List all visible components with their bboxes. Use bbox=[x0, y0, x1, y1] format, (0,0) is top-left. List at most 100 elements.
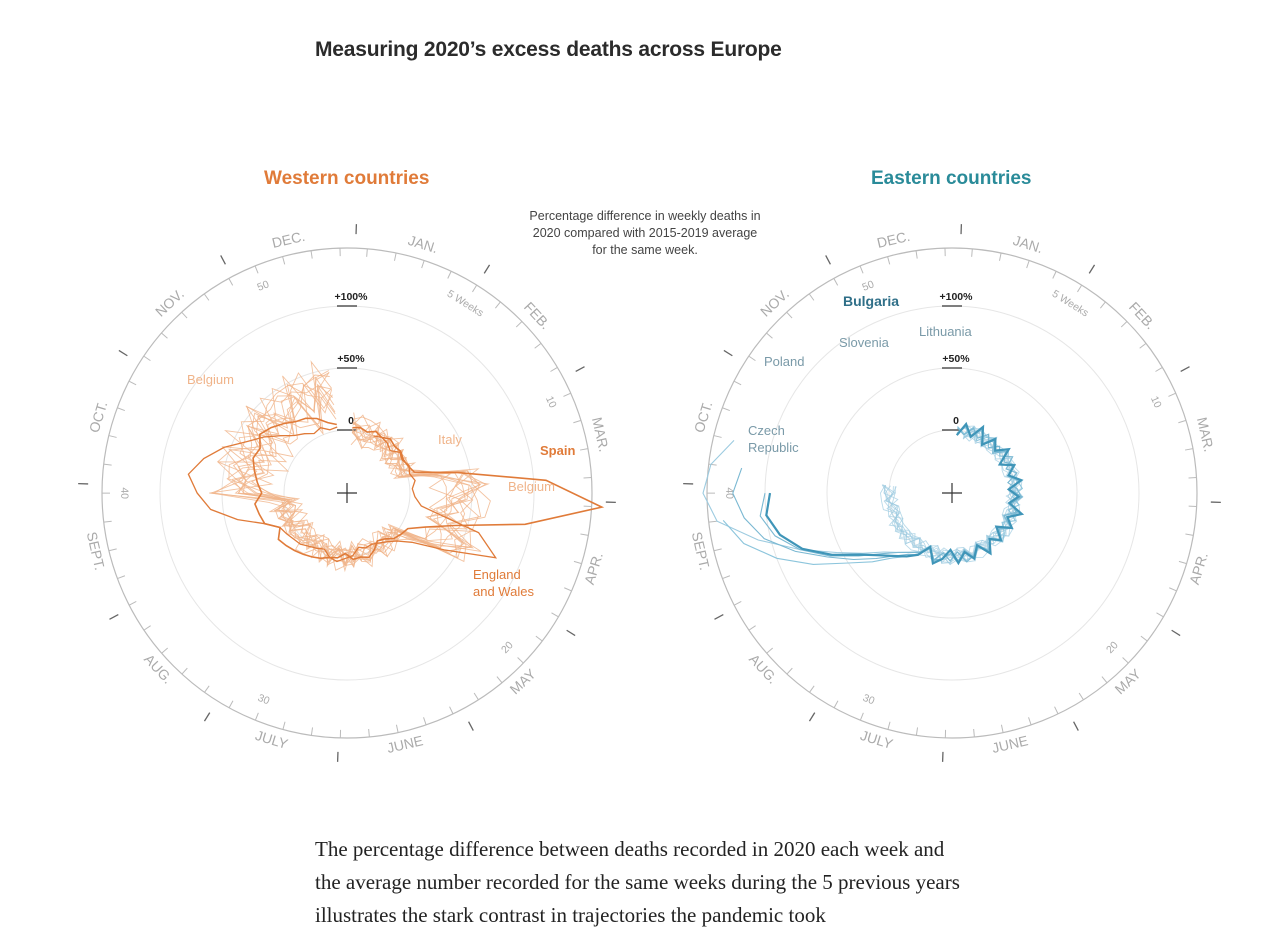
western-week-tick bbox=[228, 278, 234, 286]
page-title: Measuring 2020’s excess deaths across Eu… bbox=[315, 38, 782, 61]
western-month-label: JUNE bbox=[385, 732, 424, 756]
eastern-month-tick bbox=[1088, 264, 1096, 274]
western-week-tick bbox=[449, 706, 454, 715]
eastern-week-tick bbox=[1078, 692, 1084, 701]
western-week-label: 5 Weeks bbox=[445, 288, 486, 320]
eastern-month-label: JUNE bbox=[990, 732, 1029, 756]
eastern-month-tick bbox=[808, 712, 816, 722]
western-week-tick bbox=[496, 676, 503, 684]
eastern-week-tick bbox=[713, 548, 722, 552]
western-month-label: AUG. bbox=[141, 651, 176, 687]
western-week-tick bbox=[143, 625, 151, 631]
eastern-week-label: 30 bbox=[861, 692, 876, 708]
eastern-week-label: 20 bbox=[1104, 639, 1121, 656]
western-week-tick bbox=[423, 717, 427, 726]
western-month-tick bbox=[575, 366, 585, 372]
western-week-tick bbox=[447, 271, 452, 279]
eastern-month-label: MAR. bbox=[1194, 416, 1217, 454]
eastern-month-label: DEC. bbox=[875, 228, 911, 251]
western-panel: JAN. FEB. MAR. APR. MAY JUNE JULY AUG. SEPT. OCT.… bbox=[78, 224, 616, 762]
western-month-label: OCT. bbox=[86, 399, 111, 434]
eastern-week-tick bbox=[859, 265, 864, 274]
western-series-label: Spain bbox=[540, 443, 575, 458]
eastern-week-tick bbox=[766, 647, 774, 654]
western-week-tick bbox=[181, 311, 188, 319]
eastern-week-tick bbox=[1077, 284, 1083, 293]
eastern-series-label: Czech Republic bbox=[748, 423, 799, 455]
eastern-week-tick bbox=[708, 463, 717, 466]
western-week-tick bbox=[395, 724, 399, 733]
western-week-label: 50 bbox=[256, 278, 271, 294]
eastern-week-tick bbox=[1178, 419, 1187, 424]
western-week-tick bbox=[103, 463, 112, 466]
western-month-label: JULY bbox=[253, 727, 290, 752]
eastern-week-tick bbox=[859, 712, 864, 721]
western-week-label: 10 bbox=[543, 394, 559, 410]
eastern-month-tick bbox=[825, 255, 831, 265]
eastern-series-line-bulgaria bbox=[765, 421, 1025, 566]
western-series-label: Italy bbox=[438, 432, 462, 447]
western-week-tick bbox=[108, 548, 117, 552]
eastern-week-tick bbox=[999, 252, 1002, 261]
eastern-week-tick bbox=[1140, 635, 1148, 642]
western-week-tick bbox=[117, 407, 125, 412]
western-series-line bbox=[228, 383, 482, 567]
western-series-line bbox=[234, 382, 490, 557]
eastern-series-label: Bulgaria bbox=[843, 293, 899, 309]
eastern-week-tick bbox=[733, 380, 742, 386]
eastern-month-label: FEB. bbox=[1126, 299, 1159, 333]
eastern-week-label: 50 bbox=[861, 278, 876, 294]
western-month-label: NOV. bbox=[152, 286, 187, 320]
western-week-tick bbox=[583, 476, 592, 479]
western-week-tick bbox=[472, 284, 478, 293]
western-week-label: 30 bbox=[256, 692, 271, 708]
eastern-month-label: NOV. bbox=[757, 286, 792, 320]
eastern-week-tick bbox=[1139, 342, 1147, 349]
eastern-week-label: 5 Weeks bbox=[1050, 288, 1091, 320]
eastern-week-tick bbox=[887, 721, 891, 730]
eastern-month-tick bbox=[714, 614, 724, 620]
western-week-tick bbox=[161, 332, 168, 339]
eastern-month-tick bbox=[723, 349, 733, 357]
eastern-week-tick bbox=[722, 407, 730, 412]
eastern-week-tick bbox=[708, 520, 717, 523]
eastern-week-tick bbox=[1052, 271, 1057, 279]
western-month-tick bbox=[468, 721, 474, 731]
eastern-week-tick bbox=[748, 355, 756, 362]
western-week-tick bbox=[203, 293, 210, 301]
western-rtick-label: +50% bbox=[337, 353, 365, 365]
western-month-tick bbox=[203, 712, 211, 722]
western-month-tick bbox=[483, 264, 491, 274]
eastern-week-tick bbox=[713, 435, 722, 438]
eastern-week-tick bbox=[1122, 657, 1129, 664]
eastern-week-tick bbox=[733, 601, 742, 606]
eastern-week-tick bbox=[1101, 676, 1108, 684]
eastern-week-tick bbox=[1168, 392, 1176, 397]
eastern-week-tick bbox=[1188, 476, 1197, 479]
eastern-week-tick bbox=[786, 311, 793, 319]
eastern-week-tick bbox=[971, 248, 973, 257]
eastern-week-tick bbox=[1184, 448, 1194, 451]
western-week-tick bbox=[534, 342, 542, 349]
western-week-tick bbox=[368, 728, 370, 738]
eastern-month-tick bbox=[1180, 366, 1190, 372]
eastern-week-tick bbox=[887, 256, 891, 265]
eastern-chart-title: Eastern countries bbox=[871, 168, 1032, 189]
western-month-tick bbox=[220, 255, 226, 265]
western-week-tick bbox=[551, 612, 559, 618]
western-series-group bbox=[187, 360, 605, 573]
eastern-week-tick bbox=[915, 727, 919, 736]
western-week-tick bbox=[579, 448, 589, 451]
eastern-month-label: OCT. bbox=[691, 399, 716, 434]
western-month-label: JAN. bbox=[406, 232, 440, 256]
eastern-week-tick bbox=[1000, 724, 1004, 733]
eastern-series-label: Lithuania bbox=[919, 324, 973, 339]
western-week-tick bbox=[573, 419, 582, 424]
western-month-label: MAR. bbox=[589, 416, 612, 454]
western-week-tick bbox=[473, 692, 479, 701]
body-paragraph: The percentage difference between deaths… bbox=[315, 837, 960, 927]
western-series-line bbox=[250, 374, 465, 566]
western-week-tick bbox=[535, 635, 543, 642]
eastern-week-tick bbox=[1028, 717, 1032, 726]
